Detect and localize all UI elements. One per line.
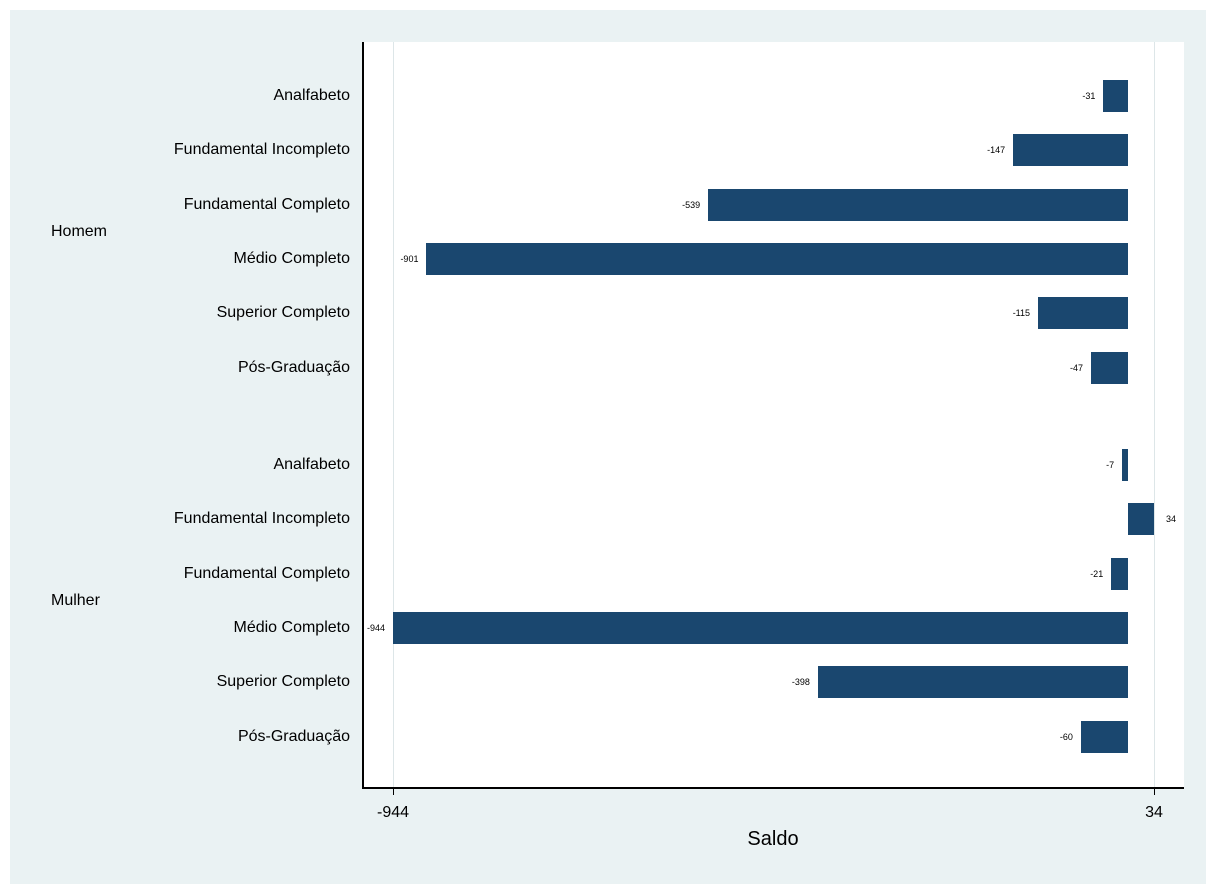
bar xyxy=(1111,557,1128,590)
bar xyxy=(426,242,1128,275)
bar xyxy=(1013,134,1128,167)
bar-value-label: -398 xyxy=(791,677,810,688)
group-label-1: Mulher xyxy=(51,591,100,609)
bar xyxy=(1103,80,1128,112)
category-label: Fundamental Incompleto xyxy=(173,141,350,159)
bar xyxy=(393,611,1128,644)
x-axis-title: Saldo xyxy=(747,828,799,850)
y-axis-line xyxy=(362,42,364,788)
category-label: Fundamental Incompleto xyxy=(173,510,350,528)
category-label: Médio Completo xyxy=(233,249,351,267)
bar-value-label: -147 xyxy=(987,145,1006,156)
bar xyxy=(1090,351,1128,384)
bar-value-label: -47 xyxy=(1069,362,1083,373)
bar-value-label: -31 xyxy=(1082,91,1096,101)
bar-value-label: -944 xyxy=(366,622,385,633)
bar xyxy=(1122,449,1128,481)
category-label: Fundamental Completo xyxy=(183,564,350,582)
category-label: Pós-Graduação xyxy=(237,358,350,376)
gridline-max xyxy=(1154,42,1155,787)
category-label: Pós-Graduação xyxy=(237,727,350,745)
x-tick-min xyxy=(393,789,394,795)
bar-value-label: -7 xyxy=(1106,460,1115,470)
x-tick-max xyxy=(1154,789,1155,795)
category-label: Superior Completo xyxy=(216,673,350,691)
category-label: Médio Completo xyxy=(233,618,351,636)
bar-value-label: -539 xyxy=(682,199,701,210)
bar xyxy=(1038,297,1128,330)
x-tick-label-max: 34 xyxy=(1145,804,1163,821)
x-tick-label-min: -944 xyxy=(376,804,410,821)
category-label: Superior Completo xyxy=(216,304,350,322)
gridline-min xyxy=(393,42,394,787)
bar xyxy=(708,188,1128,221)
bar-value-label: -115 xyxy=(1012,308,1031,319)
bar-value-label: -901 xyxy=(400,253,419,264)
plot-area xyxy=(362,42,1184,788)
bar-value-label: -60 xyxy=(1059,731,1073,742)
bar-value-label: -21 xyxy=(1090,568,1104,579)
bar xyxy=(1080,720,1128,753)
bar xyxy=(1127,503,1154,536)
category-label: Fundamental Completo xyxy=(183,195,350,213)
category-label: Analfabeto xyxy=(273,87,350,104)
category-label: Analfabeto xyxy=(273,456,350,473)
bar xyxy=(817,666,1128,699)
group-label-0: Homem xyxy=(51,222,108,240)
x-axis-line xyxy=(362,787,1184,789)
bar-value-label: 34 xyxy=(1166,514,1177,525)
